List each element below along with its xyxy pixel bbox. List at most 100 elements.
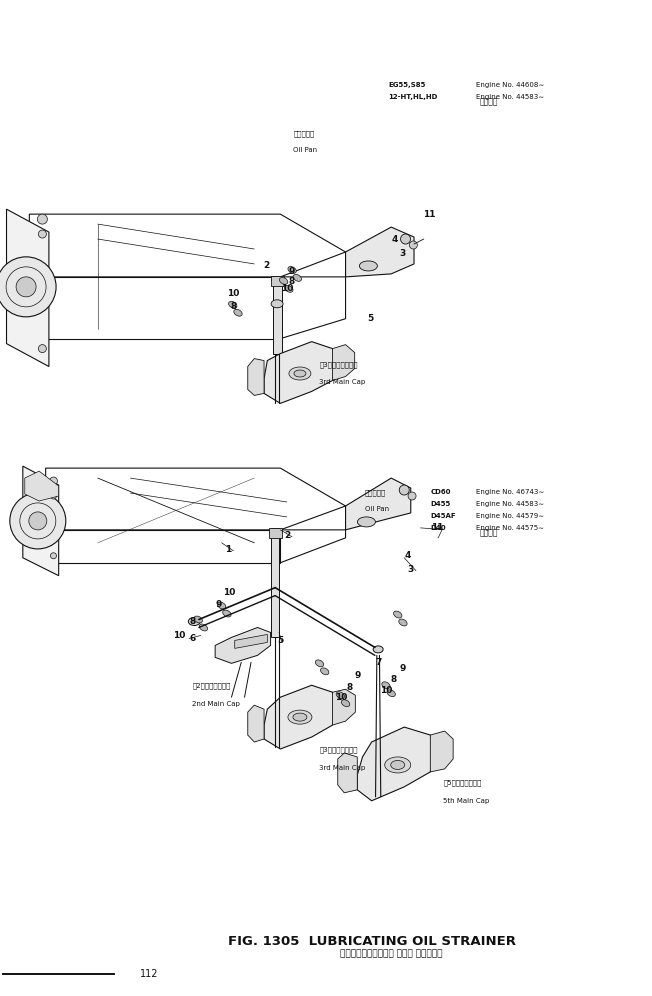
Ellipse shape	[382, 682, 390, 688]
Text: CD60: CD60	[430, 489, 451, 495]
Circle shape	[50, 477, 57, 485]
Polygon shape	[215, 627, 271, 663]
Ellipse shape	[342, 700, 349, 706]
Text: 5: 5	[367, 314, 374, 324]
Circle shape	[16, 277, 36, 297]
Ellipse shape	[321, 668, 329, 674]
Text: 12-HT,HL,HD: 12-HT,HL,HD	[388, 94, 437, 100]
Text: 10: 10	[173, 630, 185, 640]
Ellipse shape	[336, 692, 344, 698]
Ellipse shape	[394, 612, 402, 618]
Polygon shape	[25, 471, 59, 501]
Polygon shape	[264, 685, 338, 749]
Polygon shape	[346, 478, 411, 530]
Text: 11: 11	[422, 209, 436, 219]
Text: 10: 10	[381, 685, 393, 695]
Text: D45AF: D45AF	[430, 513, 456, 519]
Text: 8: 8	[230, 302, 237, 312]
Circle shape	[399, 485, 409, 495]
Circle shape	[37, 214, 48, 224]
Ellipse shape	[223, 611, 231, 617]
Text: Engine No. 44583∼: Engine No. 44583∼	[476, 501, 544, 507]
Polygon shape	[338, 753, 357, 793]
Polygon shape	[273, 276, 282, 354]
Circle shape	[10, 493, 66, 549]
Text: 112: 112	[140, 969, 158, 979]
Text: 第5メインキャップ: 第5メインキャップ	[443, 779, 482, 786]
Text: 9: 9	[399, 663, 406, 673]
Ellipse shape	[387, 690, 395, 696]
Text: 3: 3	[400, 249, 406, 259]
Ellipse shape	[316, 660, 323, 666]
Circle shape	[0, 257, 56, 317]
Ellipse shape	[294, 370, 306, 377]
Polygon shape	[248, 359, 264, 395]
Text: Engine No. 44579∼: Engine No. 44579∼	[476, 513, 544, 519]
Ellipse shape	[288, 710, 312, 724]
Text: 2nd Main Cap: 2nd Main Cap	[192, 701, 240, 707]
Text: Engine No. 44608∼: Engine No. 44608∼	[476, 82, 544, 88]
Text: 6: 6	[189, 633, 196, 643]
Text: 10: 10	[336, 692, 348, 702]
Polygon shape	[269, 528, 282, 538]
Text: FIG. 1305  LUBRICATING OIL STRAINER: FIG. 1305 LUBRICATING OIL STRAINER	[228, 934, 516, 948]
Polygon shape	[271, 276, 284, 286]
Text: EG55,S85: EG55,S85	[388, 82, 425, 88]
Text: 適用号説: 適用号説	[480, 98, 498, 107]
Circle shape	[29, 512, 47, 530]
Ellipse shape	[229, 302, 237, 308]
Ellipse shape	[373, 645, 383, 653]
Text: 10: 10	[228, 289, 239, 299]
Ellipse shape	[234, 310, 242, 316]
Polygon shape	[357, 727, 437, 801]
Text: オイルパン: オイルパン	[365, 489, 387, 496]
Ellipse shape	[289, 367, 311, 380]
Polygon shape	[7, 209, 49, 367]
Text: 2: 2	[263, 261, 269, 271]
Text: ルーブリケーティング オイル ストレーナ: ルーブリケーティング オイル ストレーナ	[340, 949, 443, 959]
Text: D455: D455	[430, 501, 451, 507]
Text: Oil Pan: Oil Pan	[365, 506, 389, 512]
Polygon shape	[333, 345, 355, 380]
Text: 8: 8	[288, 277, 295, 287]
Ellipse shape	[218, 603, 226, 609]
Text: Engine No. 46743∼: Engine No. 46743∼	[476, 489, 544, 495]
Circle shape	[400, 234, 411, 244]
Polygon shape	[235, 634, 267, 648]
Text: 第3メインキャップ: 第3メインキャップ	[319, 361, 358, 368]
Circle shape	[50, 493, 57, 499]
Text: 10: 10	[224, 588, 235, 598]
Ellipse shape	[391, 760, 405, 770]
Circle shape	[38, 230, 46, 238]
Text: 第2メインキャップ: 第2メインキャップ	[192, 682, 231, 689]
Text: 10: 10	[281, 284, 293, 294]
Text: 3rd Main Cap: 3rd Main Cap	[319, 379, 366, 385]
Text: 9: 9	[354, 670, 361, 680]
Text: オイルパン: オイルパン	[293, 130, 315, 137]
Text: 9: 9	[215, 600, 222, 610]
Text: 9: 9	[288, 267, 295, 277]
Polygon shape	[23, 466, 59, 576]
Text: 第3メインキャップ: 第3メインキャップ	[319, 746, 358, 753]
Ellipse shape	[194, 617, 202, 622]
Text: 4: 4	[404, 551, 411, 561]
Ellipse shape	[200, 624, 207, 630]
Text: Oil Pan: Oil Pan	[293, 147, 318, 153]
Text: 適用号説: 適用号説	[480, 529, 498, 538]
Circle shape	[50, 553, 57, 559]
Circle shape	[38, 345, 46, 353]
Circle shape	[409, 241, 417, 249]
Polygon shape	[271, 528, 279, 637]
Ellipse shape	[357, 517, 376, 527]
Polygon shape	[346, 227, 414, 277]
Text: 2: 2	[284, 531, 290, 541]
Ellipse shape	[359, 261, 378, 271]
Text: 3rd Main Cap: 3rd Main Cap	[319, 765, 366, 771]
Text: Engine No. 44583∼: Engine No. 44583∼	[476, 94, 544, 100]
Ellipse shape	[399, 620, 407, 625]
Text: 11: 11	[430, 523, 443, 533]
Text: 5: 5	[277, 635, 284, 645]
Ellipse shape	[271, 300, 283, 308]
Text: D40: D40	[430, 525, 446, 531]
Circle shape	[408, 492, 416, 500]
